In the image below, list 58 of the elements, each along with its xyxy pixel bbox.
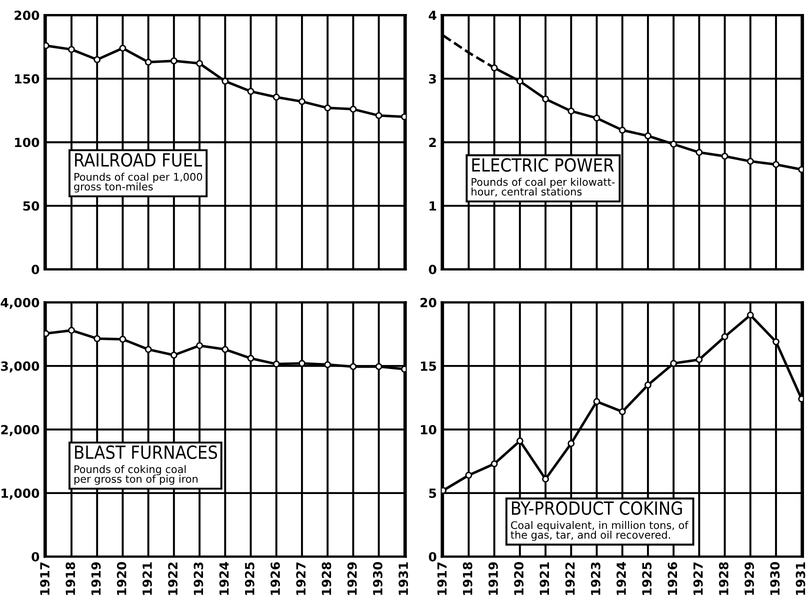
x-tick-label: 1923 [194, 562, 204, 595]
y-tick-label: 100 [15, 138, 40, 148]
text: Pounds of coking coal per gross ton of pig iron [74, 465, 198, 485]
x-tick-label: 1917 [40, 562, 50, 595]
text: ELECTRIC POWER [472, 158, 614, 172]
y-tick-label: 4 [428, 10, 436, 20]
x-tick-label: 1920 [116, 562, 126, 595]
x-tick-label: 1924 [616, 562, 626, 595]
x-tick-label: 1917 [437, 562, 447, 595]
y-tick-label: 15 [420, 362, 436, 371]
x-tick-label: 1918 [66, 562, 76, 595]
y-tick-label: 0 [428, 264, 436, 274]
text: BY-PRODUCT COKING [512, 501, 682, 515]
text: Pounds of coal per 1,000 gross ton-miles [74, 172, 202, 193]
x-tick-label: 1925 [244, 562, 254, 595]
y-tick-label: 3,000 [1, 361, 40, 372]
x-tick-label: 1919 [91, 562, 101, 595]
x-tick-label: 1927 [693, 562, 703, 595]
x-tick-label: 1929 [347, 562, 357, 595]
x-tick-label: 1926 [270, 562, 280, 595]
x-tick-label: 1918 [462, 562, 472, 595]
y-tick-label: 2,000 [1, 424, 40, 436]
x-tick-label: 1926 [668, 562, 678, 595]
text: Pounds of coal per kilowatt- hour, central stations [472, 178, 615, 197]
x-tick-label: 1922 [565, 562, 575, 595]
x-tick-label: 1924 [219, 562, 229, 595]
y-tick-label: 0 [428, 552, 436, 562]
y-tick-label: 150 [15, 74, 40, 84]
x-tick-label: 1929 [744, 562, 754, 595]
x-tick-label: 1927 [296, 562, 306, 595]
x-tick-label: 1930 [372, 562, 382, 595]
x-tick-label: 1928 [718, 562, 728, 595]
x-tick-label: 1931 [796, 562, 806, 595]
y-tick-label: 5 [429, 488, 436, 498]
y-tick-label: 50 [23, 201, 40, 211]
x-tick-label: 1931 [398, 562, 408, 595]
y-tick-label: 10 [420, 424, 436, 434]
y-tick-label: 3 [429, 74, 436, 84]
x-tick-label: 1925 [642, 562, 652, 595]
text: Coal equivalent, in million tons, of the gas, tar, and oil recovered. [510, 521, 688, 541]
x-tick-label: 1923 [590, 562, 600, 595]
y-tick-label: 0 [32, 264, 40, 274]
x-tick-label: 1921 [142, 562, 152, 595]
text: BLAST FURNACES [75, 445, 218, 460]
x-tick-label: 1919 [488, 562, 498, 595]
x-tick-label: 1930 [770, 562, 780, 595]
text: RAILROAD FUEL [75, 153, 202, 167]
y-tick-label: 20 [420, 298, 436, 308]
y-tick-label: 4,000 [0, 298, 40, 309]
x-tick-label: 1921 [540, 562, 550, 595]
y-tick-label: 1,000 [2, 488, 40, 500]
x-tick-label: 1920 [514, 562, 524, 595]
y-tick-label: 1 [430, 201, 436, 211]
x-tick-label: 1922 [168, 562, 178, 595]
y-tick-label: 2 [429, 138, 436, 147]
y-tick-label: 200 [14, 10, 40, 20]
y-tick-label: 0 [32, 552, 40, 562]
x-tick-label: 1928 [322, 562, 332, 595]
